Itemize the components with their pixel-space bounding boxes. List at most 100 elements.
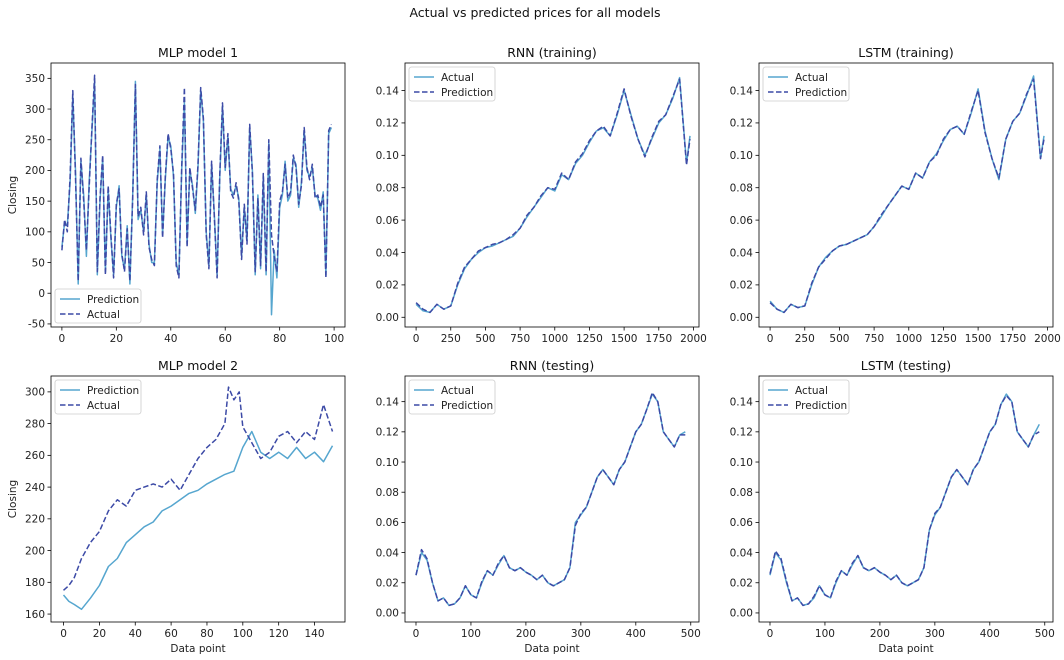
- ytick-label-lstm_train-2: 0.04: [730, 247, 754, 259]
- ytick-label-lstm_test-5: 0.10: [730, 457, 753, 469]
- ytick-label-lstm_train-1: 0.02: [730, 280, 753, 292]
- legend-rnn_train: Actual Prediction: [408, 66, 496, 102]
- ytick-label-lstm_train-5: 0.10: [730, 150, 753, 162]
- xtick-label-lstm_train-3: 750: [864, 333, 884, 345]
- xtick-label-lstm_test-1: 100: [815, 628, 835, 640]
- ytick-label-lstm_test-2: 0.04: [730, 547, 754, 559]
- legend-label-mlp2-1: Actual: [87, 400, 120, 412]
- ytick-label-mlp2-7: 300: [25, 387, 45, 399]
- xtick-label-rnn_train-4: 1000: [541, 333, 568, 345]
- ytick-label-mlp1-0: -50: [28, 319, 45, 331]
- figure-suptitle: Actual vs predicted prices for all model…: [409, 5, 660, 20]
- panel-title-lstm_train: LSTM (training): [858, 45, 953, 60]
- xtick-label-mlp1-2: 40: [164, 333, 177, 345]
- ytick-label-mlp1-6: 250: [25, 135, 45, 147]
- xtick-label-lstm_train-7: 1750: [999, 333, 1026, 345]
- panel-title-rnn_train: RNN (training): [507, 45, 597, 60]
- xtick-label-rnn_train-0: 0: [413, 333, 420, 345]
- axes-frame-lstm_test: [758, 375, 1054, 623]
- ytick-label-mlp1-4: 150: [25, 196, 45, 208]
- legend-mlp1: Prediction Actual: [54, 288, 142, 324]
- series-lstm_test-prediction: [769, 394, 1040, 607]
- ytick-label-rnn_train-5: 0.10: [376, 150, 399, 162]
- ytick-label-lstm_test-6: 0.12: [730, 427, 753, 439]
- ytick-label-rnn_test-1: 0.02: [376, 578, 399, 590]
- legend-label-lstm_test-0: Actual: [795, 385, 828, 397]
- ytick-label-rnn_train-1: 0.02: [376, 280, 399, 292]
- panel-mlp1: 0 20 40 60 80 100 -50 0 50 100 150 200 250 300 350 MLP …: [7, 45, 346, 345]
- series-rnn_train-prediction: [415, 78, 691, 314]
- series-mlp2-actual: [63, 386, 334, 591]
- legend-lstm_test: Actual Prediction: [762, 379, 850, 415]
- series-lstm_train-prediction: [769, 78, 1045, 314]
- ytick-label-lstm_test-1: 0.02: [730, 578, 753, 590]
- ytick-label-lstm_test-0: 0.00: [730, 608, 753, 620]
- ytick-label-rnn_train-4: 0.08: [376, 183, 399, 195]
- panel-title-mlp2: MLP model 2: [158, 358, 238, 373]
- xtick-label-rnn_test-4: 400: [626, 628, 646, 640]
- legend-label-rnn_test-1: Prediction: [441, 400, 493, 412]
- xtick-label-rnn_test-3: 300: [571, 628, 591, 640]
- legend-label-rnn_train-0: Actual: [441, 72, 474, 84]
- legend-label-rnn_train-1: Prediction: [441, 87, 493, 99]
- ylabel-mlp2: Closing: [7, 480, 19, 518]
- xtick-label-rnn_test-2: 200: [516, 628, 536, 640]
- xtick-label-lstm_test-4: 400: [980, 628, 1000, 640]
- xtick-label-mlp1-1: 20: [110, 333, 123, 345]
- xtick-label-mlp2-6: 120: [269, 628, 289, 640]
- xtick-label-mlp1-0: 0: [59, 333, 66, 345]
- ytick-label-rnn_train-2: 0.04: [376, 247, 400, 259]
- ytick-label-rnn_test-6: 0.12: [376, 427, 399, 439]
- series-mlp2-prediction: [62, 430, 334, 611]
- series-mlp1-actual: [61, 74, 333, 282]
- ytick-label-mlp1-1: 0: [38, 288, 45, 300]
- legend-label-mlp2-0: Prediction: [87, 385, 139, 397]
- xlabel-rnn_test: Data point: [524, 643, 579, 655]
- xtick-label-lstm_test-0: 0: [767, 628, 774, 640]
- xtick-label-mlp1-3: 60: [219, 333, 232, 345]
- panel-title-mlp1: MLP model 1: [158, 45, 238, 60]
- xtick-label-mlp2-5: 100: [233, 628, 253, 640]
- ytick-label-rnn_test-7: 0.14: [376, 396, 400, 408]
- xtick-label-rnn_test-5: 500: [681, 628, 701, 640]
- xlabel-mlp2: Data point: [170, 643, 225, 655]
- ytick-label-rnn_train-3: 0.06: [376, 215, 400, 227]
- ytick-label-mlp2-3: 220: [25, 514, 45, 526]
- ytick-label-lstm_train-6: 0.12: [730, 118, 753, 130]
- panel-rnn_train: 0 250 500 750 1000 1250 1500 1750 2000 0.00 0.02 0.…: [376, 45, 707, 345]
- xtick-label-rnn_test-0: 0: [413, 628, 420, 640]
- panel-lstm_test: 0 100 200 300 400 500 0.00 0.02 0.04 0.06 0.08 0.10…: [730, 358, 1055, 655]
- xtick-label-rnn_train-3: 750: [510, 333, 530, 345]
- xtick-label-lstm_train-6: 1500: [965, 333, 992, 345]
- xtick-label-lstm_train-8: 2000: [1034, 333, 1061, 345]
- ytick-label-rnn_test-2: 0.04: [376, 547, 400, 559]
- xtick-label-lstm_train-5: 1250: [930, 333, 957, 345]
- axes-frame-mlp1: [50, 62, 346, 328]
- ytick-label-mlp2-6: 280: [25, 418, 45, 430]
- legend-rnn_test: Actual Prediction: [408, 379, 496, 415]
- xtick-label-lstm_train-0: 0: [767, 333, 774, 345]
- xtick-label-lstm_train-2: 500: [829, 333, 849, 345]
- xtick-label-mlp1-4: 80: [273, 333, 286, 345]
- xtick-label-rnn_train-2: 500: [475, 333, 495, 345]
- xtick-label-rnn_train-7: 1750: [645, 333, 672, 345]
- ytick-label-lstm_train-7: 0.14: [730, 85, 754, 97]
- ytick-label-lstm_test-3: 0.06: [730, 517, 754, 529]
- ytick-label-lstm_test-7: 0.14: [730, 396, 754, 408]
- legend-mlp2: Prediction Actual: [54, 379, 142, 415]
- xtick-label-lstm_train-1: 250: [795, 333, 815, 345]
- xtick-label-mlp2-7: 140: [305, 628, 325, 640]
- ytick-label-lstm_train-0: 0.00: [730, 312, 753, 324]
- ytick-label-mlp2-4: 240: [25, 482, 45, 494]
- ytick-label-mlp1-8: 350: [25, 73, 45, 85]
- xtick-label-lstm_train-4: 1000: [895, 333, 922, 345]
- ytick-label-rnn_test-5: 0.10: [376, 457, 399, 469]
- ytick-label-rnn_train-7: 0.14: [376, 85, 400, 97]
- ytick-label-mlp2-2: 200: [25, 545, 45, 557]
- panel-mlp2: 0 20 40 60 80 100 120 140 160 180 200 220 240 260 280 3…: [7, 358, 346, 655]
- xtick-label-mlp2-0: 0: [60, 628, 67, 640]
- ytick-label-rnn_test-4: 0.08: [376, 487, 399, 499]
- legend-lstm_train: Actual Prediction: [762, 66, 850, 102]
- xtick-label-rnn_train-5: 1250: [576, 333, 603, 345]
